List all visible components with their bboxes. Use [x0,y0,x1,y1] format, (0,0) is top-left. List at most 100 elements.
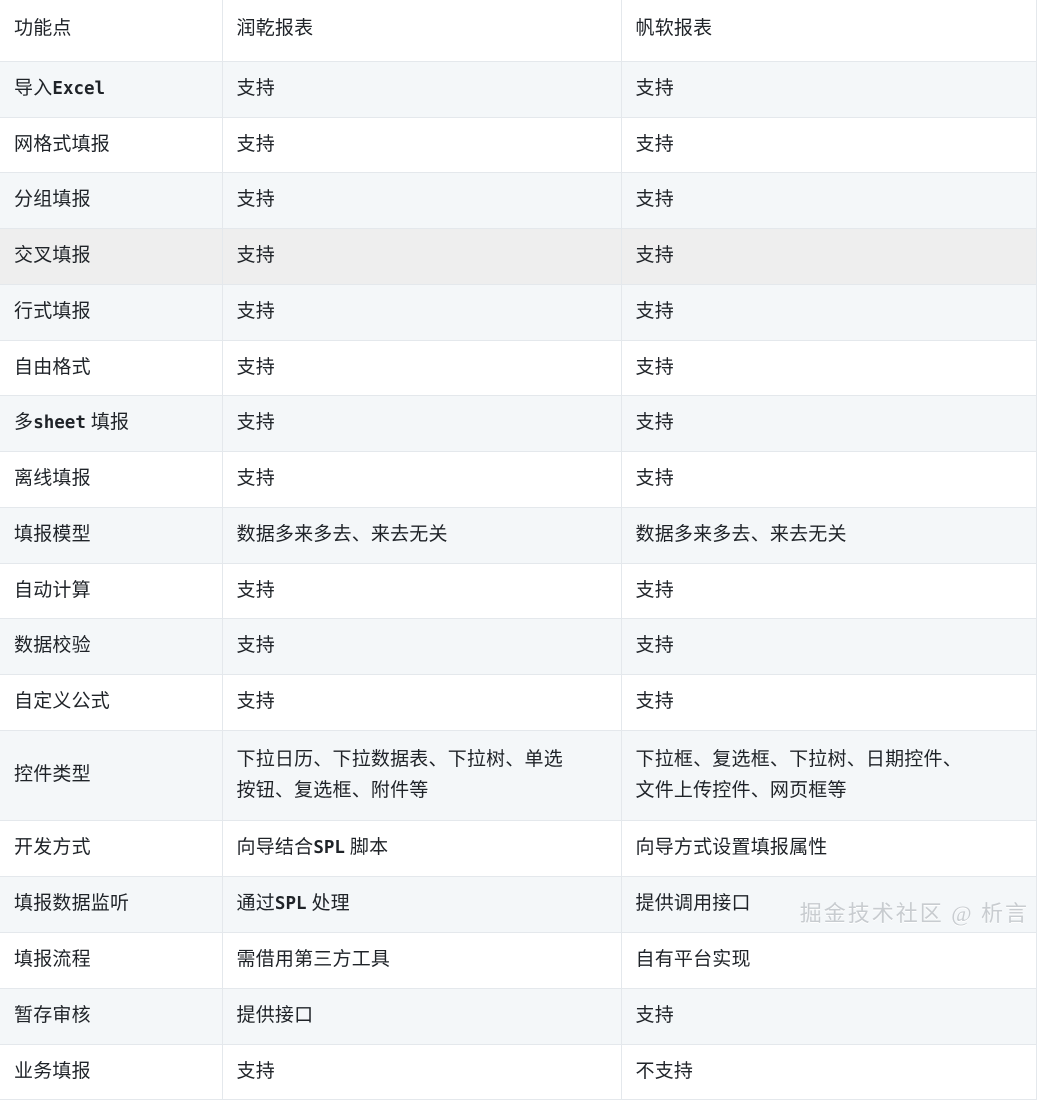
cell-fanruan-text: 自有平台实现 [635,949,751,971]
latin-token: Excel [52,78,106,99]
cell-feature: 填报模型 [0,506,223,564]
cell-fanruan: 支持 [621,451,1036,508]
cell-runqian-text: 支持 [236,189,275,211]
cell-feature-text: 导入Excel [14,77,106,99]
cell-runqian: 数据多来多去、来去无关 [222,506,622,564]
table-row[interactable]: 网格式填报 支持 支持 [0,116,1036,173]
cell-feature: 控件类型 [0,729,223,821]
table-row[interactable]: 填报模型 数据多来多去、来去无关 数据多来多去、来去无关 [0,506,1036,564]
cell-runqian: 提供接口 [222,987,622,1045]
cell-feature: 自动计算 [0,562,223,619]
column-header-feature: 功能点 [0,0,223,62]
cell-feature-text: 行式填报 [14,300,91,322]
cell-runqian-text: 下拉日历、下拉数据表、下拉树、单选 按钮、复选框、附件等 [237,745,611,807]
cell-runqian-text: 通过SPL 处理 [236,893,350,915]
table-row[interactable]: 离线填报 支持 支持 [0,451,1036,508]
table-row[interactable]: 导入Excel 支持 支持 [0,60,1036,118]
cell-fanruan: 支持 [621,562,1036,619]
cell-feature: 自定义公式 [0,674,223,731]
cell-runqian-text: 支持 [236,579,275,601]
cell-runqian-text: 数据多来多去、来去无关 [236,523,448,545]
cell-runqian: 支持 [222,60,622,118]
table-head: 功能点 润乾报表 帆软报表 [0,0,1036,62]
table-row[interactable]: 自由格式 支持 支持 [0,339,1036,396]
table-row[interactable]: 开发方式 向导结合SPL 脚本 向导方式设置填报属性 [0,820,1036,877]
cell-fanruan-text: 下拉框、复选框、下拉树、日期控件、 文件上传控件、网页框等 [636,745,1026,807]
cell-runqian: 支持 [222,228,622,285]
cell-runqian: 需借用第三方工具 [222,932,622,989]
cell-runqian-text: 提供接口 [236,1004,314,1026]
cell-feature: 暂存审核 [0,987,223,1045]
table-row[interactable]: 暂存审核 提供接口 支持 [0,987,1036,1045]
cell-fanruan-text: 支持 [635,245,674,267]
table-row[interactable]: 行式填报 支持 支持 [0,283,1036,341]
cell-feature-text: 开发方式 [14,837,91,859]
cell-runqian-text: 支持 [236,245,275,267]
cell-fanruan-text: 支持 [635,691,674,713]
cell-feature-text: 自由格式 [14,356,91,378]
table-row[interactable]: 多sheet 填报 支持 支持 [0,395,1036,452]
cell-runqian: 支持 [222,451,622,508]
cell-feature-text: 交叉填报 [14,245,91,267]
cell-fanruan: 不支持 [621,1043,1036,1100]
cell-feature-text: 业务填报 [14,1060,91,1082]
cell-runqian-text: 支持 [236,412,275,434]
cell-feature-text: 填报模型 [14,523,91,545]
cell-feature-text: 控件类型 [14,764,91,786]
column-header-fanruan: 帆软报表 [621,0,1036,62]
cell-runqian-text: 支持 [236,356,275,378]
table-row[interactable]: 交叉填报 支持 支持 [0,228,1036,285]
cell-fanruan: 支持 [621,339,1036,396]
cell-runqian: 支持 [222,283,622,341]
table-row[interactable]: 数据校验 支持 支持 [0,618,1036,675]
cell-fanruan-text: 支持 [635,133,674,155]
cell-runqian: 支持 [222,618,622,675]
cell-line: 下拉日历、下拉数据表、下拉树、单选 [236,748,563,770]
cell-feature-text: 数据校验 [14,635,91,657]
table-row[interactable]: 控件类型 下拉日历、下拉数据表、下拉树、单选 按钮、复选框、附件等 下拉框、复选框、下… [0,729,1036,821]
cell-fanruan: 自有平台实现 [621,932,1036,989]
cell-runqian-text: 支持 [236,1060,275,1082]
table-body: 导入Excel 支持 支持 网格式填报 支持 支持 分组填报 支持 支持 交叉填报 支持 支持 行式填报… [0,60,1036,1100]
cell-fanruan-text: 提供调用接口 [635,893,751,915]
cell-runqian: 支持 [222,1043,622,1100]
cell-runqian-text: 需借用第三方工具 [236,949,391,971]
cell-runqian-text: 支持 [236,691,275,713]
cell-feature-text: 离线填报 [14,468,91,490]
cell-feature-text: 自动计算 [14,579,91,601]
cell-fanruan: 支持 [621,395,1036,452]
table-row[interactable]: 填报流程 需借用第三方工具 自有平台实现 [0,932,1036,989]
cell-fanruan-text: 支持 [635,300,674,322]
cell-feature: 导入Excel [0,60,223,118]
cell-feature-text: 分组填报 [14,189,91,211]
cell-fanruan: 支持 [621,172,1036,229]
table-header-row: 功能点 润乾报表 帆软报表 [0,0,1036,62]
cell-feature: 交叉填报 [0,228,223,285]
cell-fanruan: 支持 [621,283,1036,341]
cell-line: 按钮、复选框、附件等 [236,779,429,801]
table-row[interactable]: 自定义公式 支持 支持 [0,674,1036,731]
latin-token: sheet [33,413,86,434]
cell-feature-text: 多sheet 填报 [14,412,130,434]
table-row[interactable]: 业务填报 支持 不支持 [0,1043,1036,1100]
cell-line: 文件上传控件、网页框等 [635,779,847,801]
cell-feature-text: 填报数据监听 [14,893,130,915]
cell-runqian: 通过SPL 处理 [222,876,622,933]
cell-fanruan: 支持 [621,674,1036,731]
cell-fanruan: 支持 [621,116,1036,173]
table-row[interactable]: 填报数据监听 通过SPL 处理 提供调用接口 [0,876,1036,933]
cell-feature: 离线填报 [0,451,223,508]
cell-fanruan-text: 支持 [635,412,674,434]
cell-feature-text: 网格式填报 [14,133,111,155]
cell-runqian-text: 向导结合SPL 脚本 [236,837,389,859]
cell-feature: 填报数据监听 [0,876,223,933]
table-row[interactable]: 分组填报 支持 支持 [0,172,1036,229]
table-row[interactable]: 自动计算 支持 支持 [0,562,1036,619]
cell-fanruan: 支持 [621,618,1036,675]
cell-feature: 多sheet 填报 [0,395,223,452]
cell-feature-text: 填报流程 [14,949,91,971]
cell-runqian-text: 支持 [236,635,275,657]
cell-runqian-text: 支持 [236,77,275,99]
cell-runqian-text: 支持 [236,133,275,155]
